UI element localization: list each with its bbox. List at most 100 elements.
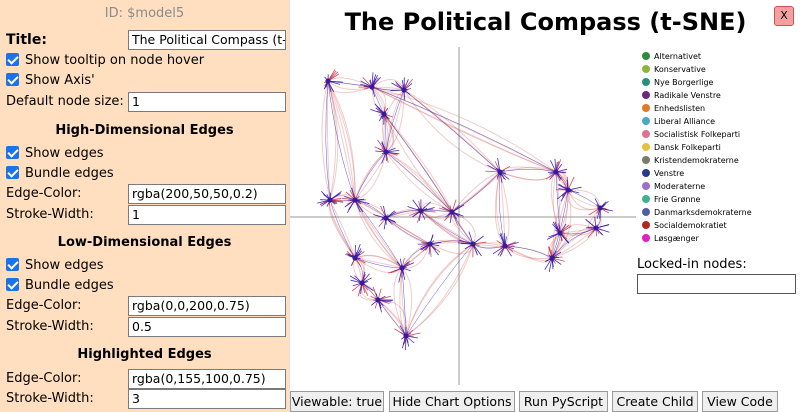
node-cluster[interactable] — [341, 187, 370, 214]
node-hub[interactable] — [369, 84, 375, 90]
node-cluster[interactable] — [370, 286, 393, 313]
high-dim-bundle-edges-checkbox[interactable] — [6, 166, 19, 179]
node-hub[interactable] — [327, 197, 333, 203]
node-cluster[interactable] — [407, 199, 436, 223]
low-dim-edge — [559, 227, 597, 235]
node-cluster[interactable] — [545, 158, 568, 182]
node-cluster[interactable] — [388, 257, 415, 283]
node-hub[interactable] — [470, 241, 476, 247]
create-child-button[interactable]: Create Child — [612, 391, 698, 412]
legend-item[interactable]: Socialistisk Folkeparti — [642, 128, 792, 141]
low-dim-stroke-width-input[interactable]: 0.5 — [128, 317, 286, 337]
highlighted-edge-color-input[interactable]: rgba(0,155,100,0.75) — [128, 369, 286, 389]
low-dim-show-edges-option[interactable]: Show edges — [6, 256, 103, 276]
node-hub[interactable] — [449, 209, 455, 215]
node-cluster[interactable] — [390, 77, 413, 100]
low-dim-bundle-edges-option[interactable]: Bundle edges — [6, 276, 114, 296]
default-node-size-input[interactable]: 1 — [128, 92, 286, 112]
tsne-network-plot[interactable] — [290, 0, 636, 390]
show-axis-option[interactable]: Show Axis' — [6, 71, 95, 91]
node-hub[interactable] — [352, 255, 358, 261]
legend-item[interactable]: Radikale Venstre — [642, 89, 792, 102]
node-hub[interactable] — [403, 333, 409, 339]
legend-item[interactable]: Alternativet — [642, 50, 792, 63]
node-cluster[interactable] — [323, 69, 343, 93]
viewable-toggle-button[interactable]: Viewable: true — [290, 391, 384, 412]
node-hub[interactable] — [359, 280, 365, 286]
high-dim-show-edges-checkbox[interactable] — [6, 146, 19, 159]
high-dim-stroke-width-input[interactable]: 1 — [128, 205, 286, 225]
node-hub[interactable] — [352, 197, 358, 203]
node-cluster[interactable] — [374, 139, 400, 164]
view-code-button[interactable]: View Code — [702, 391, 778, 412]
node-cluster[interactable] — [547, 221, 572, 244]
node-hub[interactable] — [399, 265, 405, 271]
high-dim-show-edges-option[interactable]: Show edges — [6, 144, 103, 164]
legend-item[interactable]: Frie Grønne — [642, 193, 792, 206]
node-hub[interactable] — [553, 169, 559, 175]
hide-chart-options-button[interactable]: Hide Chart Options — [389, 391, 515, 412]
node-cluster[interactable] — [458, 231, 487, 258]
node-cluster[interactable] — [370, 103, 393, 125]
node-cluster[interactable] — [588, 198, 613, 220]
legend-dot-icon — [642, 65, 650, 73]
low-dim-show-edges-checkbox[interactable] — [6, 258, 19, 271]
high-dim-edge — [551, 189, 572, 259]
close-button[interactable]: X — [774, 6, 794, 26]
node-hub[interactable] — [375, 297, 381, 303]
node-hub[interactable] — [597, 205, 603, 211]
locked-nodes-input[interactable] — [637, 274, 796, 294]
node-hub[interactable] — [325, 78, 331, 84]
node-cluster[interactable] — [438, 199, 465, 226]
high-dim-edge-color-input[interactable]: rgba(200,50,50,0.2) — [128, 184, 286, 204]
legend-item[interactable]: Dansk Folkeparti — [642, 141, 792, 154]
node-hub[interactable] — [557, 230, 563, 236]
show-axis-checkbox[interactable] — [6, 73, 19, 86]
node-cluster[interactable] — [344, 243, 366, 268]
high-dim-edge — [385, 89, 405, 153]
legend-item[interactable]: Konservative — [642, 63, 792, 76]
title-input[interactable]: The Political Compass (t-S — [128, 30, 286, 50]
node-hub[interactable] — [381, 111, 387, 117]
node-cluster[interactable] — [373, 205, 397, 230]
node-cluster[interactable] — [485, 157, 511, 183]
node-cluster[interactable] — [492, 232, 519, 257]
legend-item[interactable]: Enhedslisten — [642, 102, 792, 115]
high-dim-edge — [328, 199, 356, 259]
node-hub[interactable] — [497, 169, 503, 175]
show-tooltip-option[interactable]: Show tooltip on node hover — [6, 51, 204, 71]
node-hub[interactable] — [418, 208, 424, 214]
legend-item[interactable]: Løsgænger — [642, 232, 792, 245]
low-dim-bundle-edges-checkbox[interactable] — [6, 278, 19, 291]
legend-item[interactable]: Venstre — [642, 167, 792, 180]
run-pyscript-button[interactable]: Run PyScript — [519, 391, 608, 412]
node-cluster[interactable] — [585, 216, 610, 238]
node-hub[interactable] — [565, 187, 571, 193]
node-cluster[interactable] — [394, 325, 421, 351]
node-clusters — [317, 69, 613, 351]
high-dim-bundle-edges-option[interactable]: Bundle edges — [6, 164, 114, 184]
node-cluster[interactable] — [349, 271, 374, 297]
node-cluster[interactable] — [544, 246, 565, 273]
node-hub[interactable] — [383, 215, 389, 221]
node-cluster[interactable] — [555, 176, 582, 202]
node-hub[interactable] — [549, 255, 555, 261]
show-tooltip-checkbox[interactable] — [6, 53, 19, 66]
legend-item[interactable]: Kristendemokraterne — [642, 154, 792, 167]
node-cluster[interactable] — [317, 191, 344, 207]
legend-item[interactable]: Moderaterne — [642, 180, 792, 193]
highlighted-stroke-width-input[interactable]: 3 — [128, 389, 286, 409]
node-hub[interactable] — [383, 149, 389, 155]
legend-item[interactable]: Danmarksdemokraterne — [642, 206, 792, 219]
legend-item[interactable]: Liberal Alliance — [642, 115, 792, 128]
low-dim-edge — [383, 113, 453, 213]
node-cluster[interactable] — [358, 72, 381, 97]
low-dim-edge-color-input[interactable]: rgba(0,0,200,0.75) — [128, 296, 286, 316]
legend-item[interactable]: Nye Borgerlige — [642, 76, 792, 89]
node-hub[interactable] — [502, 243, 508, 249]
node-hub[interactable] — [427, 241, 433, 247]
node-cluster[interactable] — [417, 234, 442, 257]
node-hub[interactable] — [593, 225, 599, 231]
legend-item[interactable]: Socialdemokratiet — [642, 219, 792, 232]
node-hub[interactable] — [401, 87, 407, 93]
